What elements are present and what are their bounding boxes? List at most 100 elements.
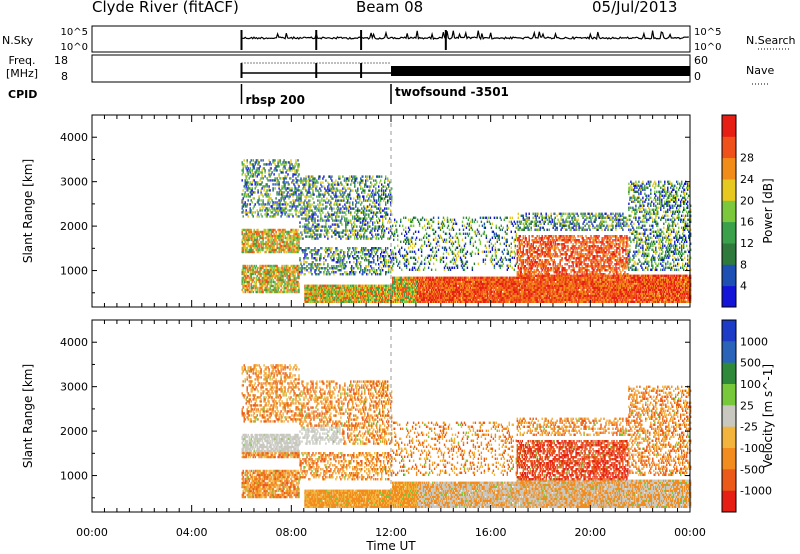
rti-cell bbox=[446, 233, 447, 235]
rti-cell bbox=[269, 201, 270, 203]
rti-cell bbox=[275, 231, 276, 233]
rti-cell bbox=[428, 239, 429, 241]
rti-cell bbox=[287, 173, 288, 175]
rti-cell bbox=[407, 253, 408, 255]
rti-cell bbox=[415, 259, 416, 261]
rti-cell bbox=[282, 203, 283, 205]
rti-cell bbox=[371, 273, 372, 275]
rti-cell bbox=[431, 255, 432, 257]
rti-cell bbox=[273, 173, 274, 175]
rti-cell bbox=[253, 173, 254, 175]
rti-cell bbox=[362, 179, 363, 181]
rti-cell bbox=[349, 261, 350, 263]
rti-cell bbox=[373, 235, 374, 237]
rti-cell bbox=[298, 233, 299, 235]
rti-cell bbox=[332, 181, 333, 183]
rti-cell bbox=[376, 181, 377, 183]
rti-cell bbox=[258, 161, 259, 163]
rti-cell bbox=[297, 229, 298, 231]
rti-cell bbox=[264, 203, 265, 205]
rti-cell bbox=[371, 261, 372, 263]
rti-cell bbox=[317, 263, 318, 265]
rti-cell bbox=[274, 159, 275, 161]
rti-cell bbox=[248, 211, 249, 213]
rti-cell bbox=[438, 217, 439, 219]
noise-search-label: N.Search bbox=[746, 34, 796, 47]
rti-cell bbox=[320, 263, 321, 265]
rti-cell bbox=[401, 269, 402, 271]
rti-cell bbox=[302, 237, 303, 239]
rti-cell bbox=[386, 271, 387, 273]
rti-cell bbox=[281, 287, 282, 289]
rti-cell bbox=[323, 261, 324, 263]
rti-cell bbox=[426, 237, 427, 239]
rti-cell bbox=[330, 201, 331, 203]
rti-cell bbox=[264, 175, 265, 177]
rti-cell bbox=[433, 251, 434, 253]
rti-cell bbox=[367, 221, 368, 223]
rti-cell bbox=[356, 225, 357, 227]
rti-cell bbox=[427, 227, 428, 229]
rti-cell bbox=[410, 245, 411, 247]
rti-cell bbox=[298, 163, 299, 165]
rti-cell bbox=[328, 231, 329, 233]
rti-cell bbox=[371, 205, 372, 207]
rti-cell bbox=[372, 175, 373, 177]
rti-cell bbox=[426, 233, 427, 235]
rti-cell bbox=[355, 229, 356, 231]
rti-cell bbox=[345, 189, 346, 191]
rti-cell bbox=[431, 225, 432, 227]
rti-cell bbox=[361, 201, 362, 203]
rti-cell bbox=[444, 225, 445, 227]
rti-cell bbox=[332, 223, 333, 225]
rti-cell bbox=[379, 225, 380, 227]
rti-cell bbox=[252, 187, 253, 189]
rti-cell bbox=[443, 257, 444, 259]
rti-cell bbox=[308, 271, 309, 273]
rti-cell bbox=[443, 253, 444, 255]
noise-label: N.Sky bbox=[2, 34, 34, 47]
rti-cell bbox=[320, 193, 321, 195]
rti-cell bbox=[303, 217, 304, 219]
rti-cell bbox=[383, 225, 384, 227]
rti-cell bbox=[253, 159, 254, 161]
rti-cell bbox=[258, 215, 259, 217]
rti-cell bbox=[267, 179, 268, 181]
rti-cell bbox=[306, 253, 307, 255]
rti-cell bbox=[393, 253, 394, 255]
rti-cell bbox=[375, 263, 376, 265]
rti-cell bbox=[350, 189, 351, 191]
rti-cell bbox=[262, 199, 263, 201]
rti-cell bbox=[250, 203, 251, 205]
rti-cell bbox=[317, 181, 318, 183]
rti-cell bbox=[305, 247, 306, 249]
rti-cell bbox=[276, 251, 277, 253]
rti-cell bbox=[429, 235, 430, 237]
rti-cell bbox=[381, 249, 382, 251]
rti-cell bbox=[433, 263, 434, 265]
rti-cell bbox=[444, 219, 445, 221]
rti-cell bbox=[367, 185, 368, 187]
rti-cell bbox=[369, 203, 370, 205]
freq-tick: 18 bbox=[54, 54, 68, 67]
rti-cell bbox=[245, 201, 246, 203]
rti-cell bbox=[397, 239, 398, 241]
rti-cell bbox=[320, 189, 321, 191]
rti-cell bbox=[257, 211, 258, 213]
rti-cell bbox=[421, 255, 422, 257]
rti-cell bbox=[329, 183, 330, 185]
rti-cell bbox=[419, 223, 420, 225]
rti-cell bbox=[443, 231, 444, 233]
rti-cell bbox=[312, 189, 313, 191]
rti-cell bbox=[278, 181, 279, 183]
rti-cell bbox=[416, 237, 417, 239]
rti-cell bbox=[382, 269, 383, 271]
rti-cell bbox=[322, 211, 323, 213]
rti-cell bbox=[353, 247, 354, 249]
rti-cell bbox=[415, 243, 416, 245]
rti-cell bbox=[278, 165, 279, 167]
rti-cell bbox=[315, 213, 316, 215]
freq-label: Freq. bbox=[8, 54, 35, 67]
rti-cell bbox=[320, 253, 321, 255]
rti-cell bbox=[335, 227, 336, 229]
